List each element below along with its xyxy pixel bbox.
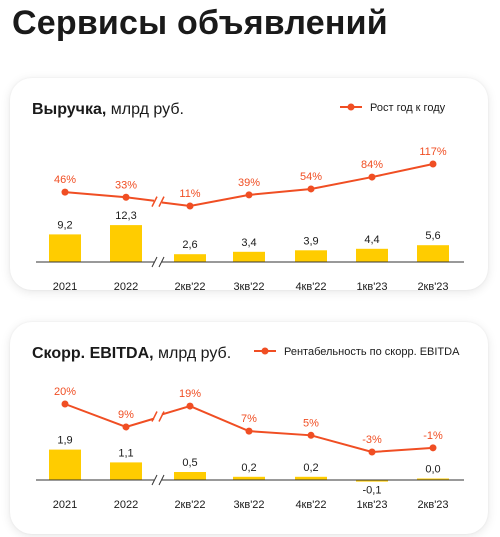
category-label: 1кв'23 bbox=[356, 499, 387, 511]
legend-label: Рентабельность по скорр. EBITDA bbox=[284, 346, 460, 358]
bar bbox=[295, 476, 327, 480]
category-label: 2кв'22 bbox=[174, 499, 205, 511]
category-label: 2022 bbox=[114, 499, 138, 511]
category-label: 2кв'23 bbox=[417, 281, 448, 290]
series-point-label: 84% bbox=[361, 159, 383, 171]
chart-title-unit: млрд руб. bbox=[154, 345, 232, 362]
series-point bbox=[61, 400, 69, 408]
bar-value-label: -0,1 bbox=[363, 485, 382, 497]
bar-value-label: 12,3 bbox=[115, 210, 136, 222]
series-point-label: 5% bbox=[303, 417, 319, 429]
bar bbox=[49, 234, 81, 262]
chart-title: Скорр. EBITDA, млрд руб. bbox=[32, 345, 231, 362]
bar bbox=[295, 250, 327, 262]
category-label: 2021 bbox=[53, 499, 77, 511]
series-point-label: 20% bbox=[54, 386, 76, 398]
legend-marker bbox=[347, 103, 355, 111]
bar bbox=[174, 254, 206, 262]
series-point-label: 11% bbox=[179, 188, 200, 200]
bar bbox=[233, 476, 265, 480]
page-title: Сервисы объявлений bbox=[12, 4, 388, 42]
ebitda-chart-card: Скорр. EBITDA, млрд руб. Рентабельность п… bbox=[10, 322, 488, 534]
bar-value-label: 0,2 bbox=[303, 462, 318, 474]
series-point bbox=[245, 427, 253, 435]
series-point bbox=[368, 173, 376, 181]
axis-break-mark bbox=[151, 256, 158, 268]
category-label: 4кв'22 bbox=[295, 281, 326, 290]
bar-value-label: 3,9 bbox=[303, 235, 318, 247]
legend-label: Рост год к году bbox=[370, 102, 446, 114]
ebitda-chart: Скорр. EBITDA, млрд руб. Рентабельность п… bbox=[32, 345, 464, 511]
series-point bbox=[186, 402, 194, 410]
bar bbox=[417, 478, 449, 480]
bar bbox=[233, 251, 265, 262]
series-point-label: -3% bbox=[362, 434, 382, 446]
bar-value-label: 1,1 bbox=[118, 447, 133, 459]
series-point-label: 9% bbox=[118, 409, 134, 421]
series-point-label: 19% bbox=[179, 388, 201, 400]
bar-value-label: 0,0 bbox=[425, 464, 440, 476]
axis-break-mark bbox=[158, 256, 165, 268]
series-point-label: 7% bbox=[241, 413, 257, 425]
series-point bbox=[429, 160, 437, 168]
bar bbox=[356, 248, 388, 262]
bar bbox=[49, 449, 81, 480]
series-line bbox=[64, 403, 155, 429]
series-line bbox=[161, 163, 434, 208]
bar-value-label: 3,4 bbox=[241, 237, 256, 249]
axis-break-mark bbox=[151, 474, 158, 486]
bar bbox=[356, 480, 388, 482]
bar-value-label: 5,6 bbox=[425, 230, 440, 242]
line-break-mark bbox=[151, 196, 158, 207]
category-label: 2кв'22 bbox=[174, 281, 205, 290]
bar bbox=[174, 472, 206, 480]
revenue-chart: Выручка, млрд руб. Рост год к году 9,2 2021… bbox=[32, 101, 464, 290]
category-label: 1кв'23 bbox=[356, 281, 387, 290]
series-line bbox=[64, 191, 155, 202]
category-label: 3кв'22 bbox=[233, 281, 264, 290]
revenue-chart-card: Выручка, млрд руб. Рост год к году 9,2 2021… bbox=[10, 78, 488, 290]
line-break-mark bbox=[158, 196, 165, 207]
chart-title: Выручка, млрд руб. bbox=[32, 101, 184, 118]
bar-value-label: 2,6 bbox=[182, 239, 197, 251]
line-break-mark bbox=[158, 411, 165, 422]
series-point-label: 39% bbox=[238, 177, 260, 189]
series-point bbox=[307, 431, 315, 439]
category-label: 3кв'22 bbox=[233, 499, 264, 511]
series-point-label: 33% bbox=[115, 179, 137, 191]
chart-title-unit: млрд руб. bbox=[106, 101, 184, 118]
bar bbox=[110, 462, 142, 480]
series-point-label: 117% bbox=[419, 146, 447, 158]
series-point-label: -1% bbox=[423, 430, 443, 442]
series-point-label: 46% bbox=[54, 174, 76, 186]
category-label: 2022 bbox=[114, 281, 138, 290]
chart-title-bold: Выручка, bbox=[32, 101, 106, 118]
series-point bbox=[307, 185, 315, 193]
bar-value-label: 1,9 bbox=[57, 435, 72, 447]
category-label: 2кв'23 bbox=[417, 499, 448, 511]
axis-break-mark bbox=[158, 474, 165, 486]
series-point bbox=[429, 444, 437, 452]
series-line bbox=[161, 405, 434, 454]
series-point bbox=[122, 423, 130, 431]
bar-value-label: 0,2 bbox=[241, 462, 256, 474]
series-point bbox=[186, 202, 194, 210]
bar-value-label: 0,5 bbox=[182, 457, 197, 469]
series-point-label: 54% bbox=[300, 171, 322, 183]
bar-value-label: 4,4 bbox=[364, 234, 379, 246]
bar bbox=[110, 225, 142, 262]
chart-title-bold: Скорр. EBITDA, bbox=[32, 345, 154, 362]
legend-marker bbox=[261, 347, 269, 355]
series-point bbox=[61, 188, 69, 196]
bar-value-label: 9,2 bbox=[57, 219, 72, 231]
category-label: 2021 bbox=[53, 281, 77, 290]
series-point bbox=[122, 193, 130, 201]
line-break-mark bbox=[151, 411, 158, 422]
bar bbox=[417, 245, 449, 262]
series-point bbox=[368, 448, 376, 456]
series-point bbox=[245, 191, 253, 199]
category-label: 4кв'22 bbox=[295, 499, 326, 511]
